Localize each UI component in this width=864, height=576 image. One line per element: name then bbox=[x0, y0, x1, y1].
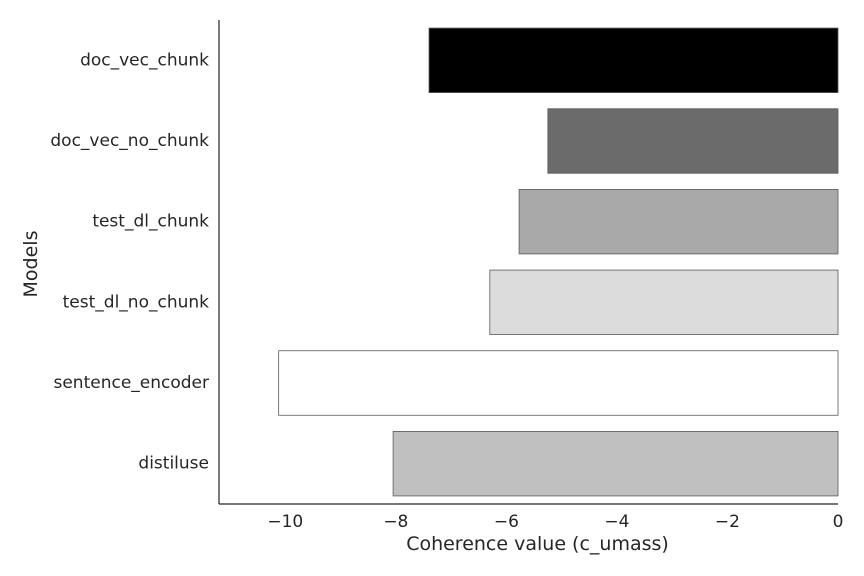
x-tick-label: −10 bbox=[267, 512, 303, 532]
bar-distiluse bbox=[392, 430, 839, 497]
y-tick-label: doc_vec_chunk bbox=[80, 50, 209, 70]
bar-test-dl-no-chunk bbox=[489, 269, 839, 336]
x-tick-label: −8 bbox=[383, 512, 408, 532]
bar-test-dl-chunk bbox=[518, 188, 839, 255]
y-tick-label: distiluse bbox=[138, 454, 209, 474]
x-tick-labels: −10 −8 −6 −4 −2 0 bbox=[267, 512, 843, 532]
x-axis-title: Coherence value (c_umass) bbox=[406, 533, 669, 555]
x-tick-label: 0 bbox=[833, 512, 844, 532]
y-tick-labels: doc_vec_chunk doc_vec_no_chunk test_dl_chu… bbox=[50, 50, 209, 473]
y-tick-label: sentence_encoder bbox=[53, 373, 209, 393]
bar-doc-vec-no-chunk bbox=[547, 108, 839, 174]
bar-doc-vec-chunk bbox=[428, 27, 839, 93]
y-axis-title: Models bbox=[20, 231, 42, 298]
x-tick-label: −2 bbox=[715, 512, 740, 532]
y-tick-label: test_dl_no_chunk bbox=[63, 292, 210, 312]
bar-sentence-encoder bbox=[278, 350, 839, 416]
x-tick-label: −6 bbox=[494, 512, 519, 532]
y-tick-label: doc_vec_no_chunk bbox=[50, 131, 209, 151]
x-tick-label: −4 bbox=[604, 512, 629, 532]
bars-group bbox=[278, 27, 839, 497]
y-tick-label: test_dl_chunk bbox=[92, 212, 209, 232]
